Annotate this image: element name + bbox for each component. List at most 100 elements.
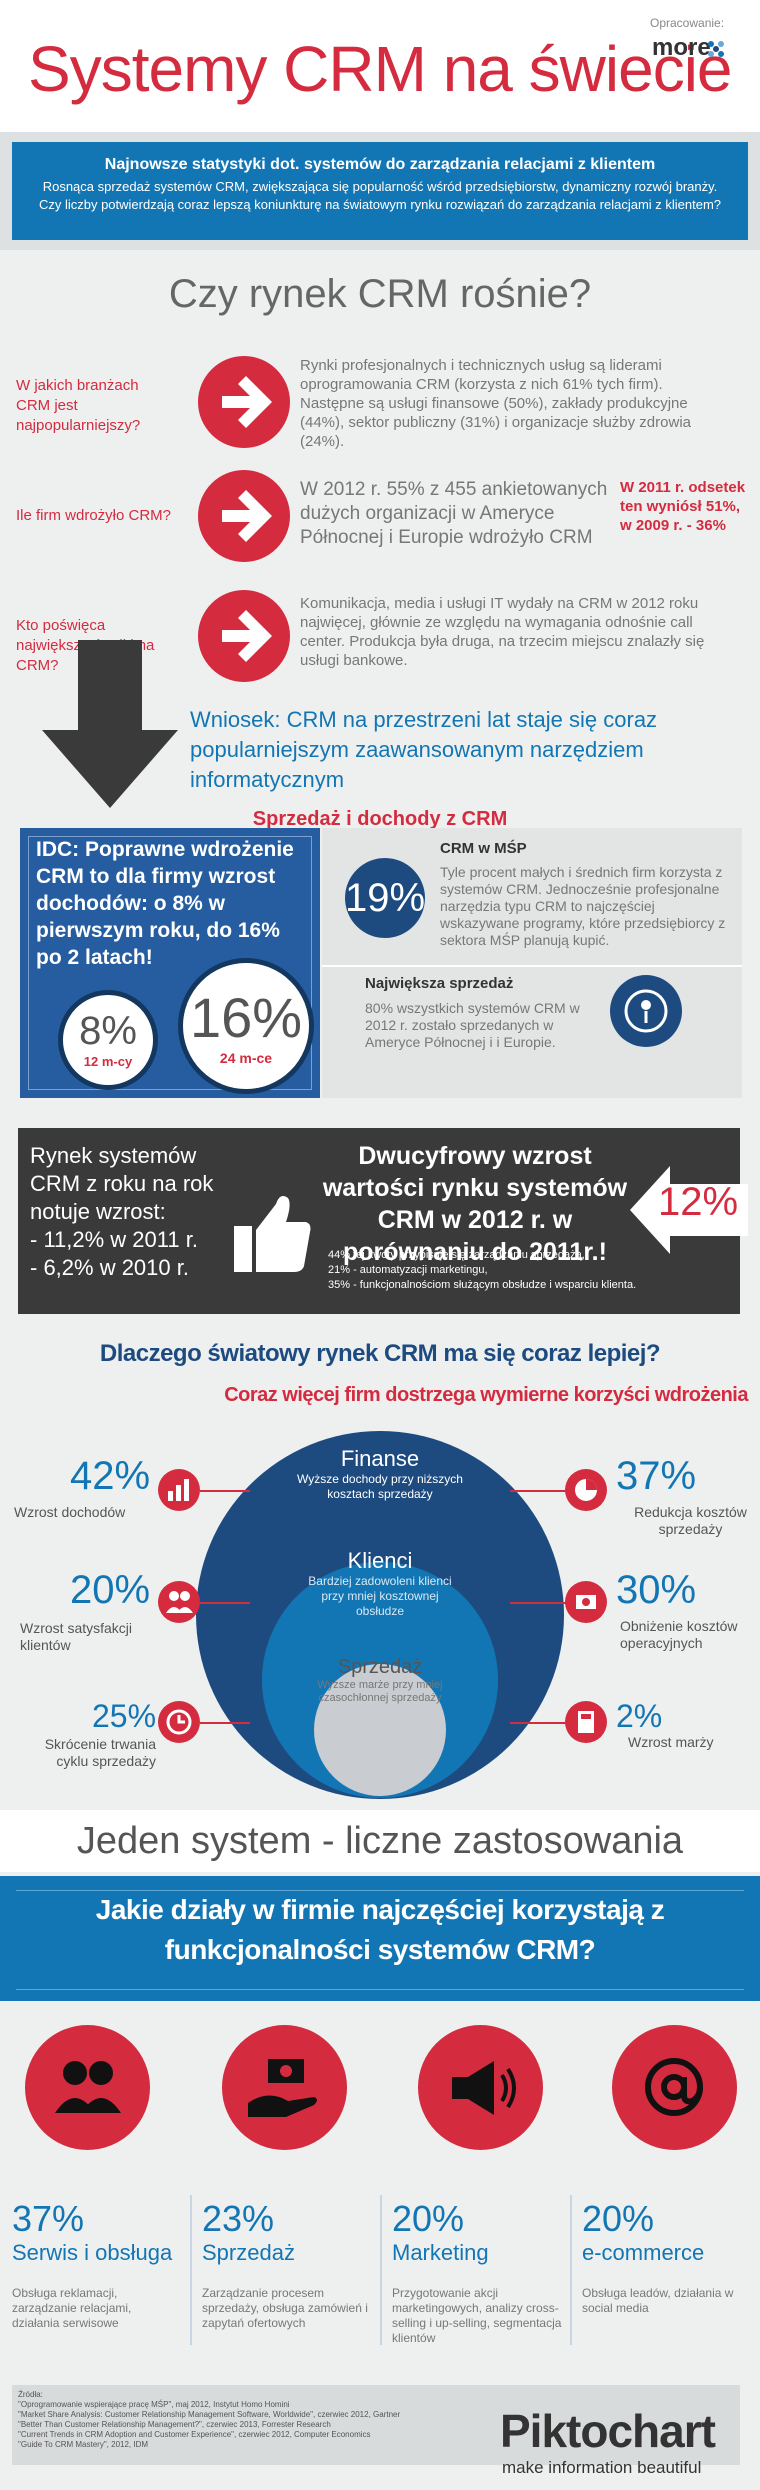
dept-separator: [380, 2195, 382, 2345]
sprzedaz-label: Sprzedaż Wyższe marże przy mniej czasoch…: [310, 1656, 450, 1705]
arrow-right-icon: [222, 490, 272, 542]
more-logo-dots-icon: [708, 41, 724, 57]
pie-chart-icon: [565, 1469, 607, 1511]
benefit-margin-label: Wzrost marży: [628, 1734, 714, 1750]
sales-heading: Sprzedaż i dochody z CRM: [252, 808, 508, 830]
globe-icon-circle: [610, 975, 682, 1047]
dept-sales-name: Sprzedaż: [202, 2240, 295, 2265]
dept-separator: [570, 2195, 572, 2345]
header: [0, 0, 760, 135]
benefit-opcost-label: Obniżenie kosztów operacyjnych: [620, 1618, 738, 1651]
footer-sources: Źródła: "Oprogramowanie wspierające prac…: [18, 2390, 488, 2450]
benefit-revenue-pct: 42%: [70, 1454, 151, 1498]
thumbs-up-icon: [234, 1196, 311, 1272]
people-icon: [55, 2061, 121, 2113]
dept-ecommerce-pct: 20%: [582, 2198, 655, 2239]
dept-separator: [190, 2195, 192, 2345]
arrow-circle-2: [198, 470, 290, 562]
arrow-circle-1: [198, 356, 290, 448]
panel-divider: [322, 965, 742, 967]
question-adoption: Ile firm wdrożyło CRM?: [16, 507, 172, 524]
market-intro: Rynek systemów CRM z roku na rok notuje …: [30, 1143, 214, 1224]
idc-frame: [28, 836, 312, 1090]
megaphone-icon: [452, 2061, 516, 2115]
market-2011: - 11,2% w 2011 r.: [30, 1227, 198, 1252]
source-line: "Guide To CRM Mastery", 2012, IDM: [18, 2440, 149, 2449]
biggest-sales-title: Największa sprzedaż: [365, 975, 514, 992]
arrow-right-icon: [222, 610, 272, 662]
adoption-note: W 2011 r. odsetek ten wyniósł 51%, w 200…: [620, 479, 746, 534]
biggest-sales-text: 80% wszystkich systemów CRM w 2012 r. zo…: [365, 1000, 580, 1050]
dept-circle-ecommerce: [612, 2025, 737, 2150]
market-breakdown-2: 21% - automatyzacji marketingu,: [328, 1264, 488, 1276]
connector-line: [200, 1602, 250, 1604]
benefit-cycle-pct: 25%: [92, 1698, 157, 1734]
at-sign-icon: [645, 2058, 703, 2116]
msp-percent: 19%: [345, 858, 425, 938]
finanse-text: Wyższe dochody przy niższych kosztach sp…: [297, 1472, 463, 1501]
answer-spending: Komunikacja, media i usługi IT wydały na…: [300, 595, 705, 669]
dept-ecommerce: 20% e-commerce Obsługa leadów, działania…: [582, 2198, 752, 2316]
benefit-satisfaction-label: Wzrost satysfakcji klientów: [20, 1620, 133, 1653]
circle-16-value: 16%: [189, 986, 303, 1049]
down-arrow-icon: [42, 640, 178, 808]
dept-circle-sales: [222, 2025, 347, 2150]
connector-line: [510, 1490, 570, 1492]
circle-16-label: 24 m-ce: [219, 1050, 273, 1066]
msp-title: CRM w MŚP: [440, 840, 527, 857]
idc-text: IDC: Poprawne wdrożenie CRM to dla firmy…: [36, 838, 294, 969]
dept-ecommerce-name: e-commerce: [582, 2240, 705, 2265]
klienci-text: Bardziej zadowoleni klienci przy mniej k…: [308, 1574, 452, 1618]
footer: [12, 2385, 740, 2465]
connector-line: [200, 1722, 250, 1724]
connector-line: [510, 1722, 570, 1724]
dept-sales-desc: Zarządzanie procesem sprzedaży, obsługa …: [202, 2286, 368, 2330]
benefit-cycle-label: Skrócenie trwania cyklu sprzedaży: [44, 1736, 156, 1769]
circle-8-label: 12 m-cy: [83, 1054, 133, 1069]
revenue-chart-icon: [158, 1469, 200, 1511]
msp-text: Tyle procent małych i średnich firm korz…: [440, 864, 726, 948]
circle-8-percent: 8% 12 m-cy: [58, 990, 158, 1090]
market-breakdown: 44% tej kwoty przypisuje się zarządzaniu…: [328, 1248, 658, 1293]
depts-heading: Jeden system - liczne zastosowania: [76, 1820, 684, 1862]
klienci-label: Klienci Bardziej zadowoleni klienci przy…: [300, 1548, 460, 1619]
dept-marketing-pct: 20%: [392, 2198, 465, 2239]
source-line: "Oprogramowanie wspierające pracę MŚP", …: [18, 2400, 290, 2409]
market-growth-percent: 12%: [658, 1180, 739, 1224]
arrow-right-icon: [222, 376, 272, 428]
banner-line-1: Rosnąca sprzedaż systemów CRM, zwiększaj…: [42, 179, 718, 194]
market-panel: [18, 1128, 740, 1314]
benefit-cost-label: Redukcja kosztów sprzedaży: [634, 1504, 747, 1537]
page-title: Systemy CRM na świecie: [28, 33, 732, 105]
dept-sales: 23% Sprzedaż Zarządzanie procesem sprzed…: [202, 2198, 372, 2331]
banner-title: Najnowsze statystyki dot. systemów do za…: [104, 156, 656, 173]
depts-banner-frame: [16, 1890, 744, 1990]
market-headline: Dwucyfrowy wzrost wartości rynku systemó…: [322, 1142, 628, 1266]
prepared-by-label: Opracowanie:: [650, 16, 725, 30]
circle-8-value: 8%: [79, 1009, 137, 1053]
dept-circle-marketing: [418, 2025, 543, 2150]
source-line: "Better Than Customer Relationship Manag…: [18, 2420, 331, 2429]
answer-adoption: W 2012 r. 55% z 455 ankietowanych dużych…: [300, 479, 608, 548]
calculator-icon: [565, 1701, 607, 1743]
people-icon: [158, 1581, 200, 1623]
source-line: "Market Share Analysis: Customer Relatio…: [18, 2410, 401, 2419]
answer-industries: Rynki profesjonalnych i technicznych usł…: [300, 357, 691, 450]
arrow-left-badge-icon: [630, 1166, 748, 1254]
source-line: Źródła:: [18, 2390, 43, 2399]
benefit-margin-pct: 2%: [616, 1698, 663, 1734]
jeden-strip: [0, 1810, 760, 1872]
finanse-title: Finanse: [340, 1446, 420, 1471]
dept-ecommerce-desc: Obsługa leadów, działania w social media: [582, 2286, 734, 2315]
source-line: "Current Trends in CRM Adoption and Cust…: [18, 2430, 371, 2439]
why-subtitle: Coraz więcej firm dostrzega wymierne kor…: [224, 1384, 748, 1406]
piktochart-logo[interactable]: Piktochart: [500, 2405, 716, 2457]
dept-service-desc: Obsługa reklamacji, zarządzanie relacjam…: [12, 2286, 132, 2330]
depts-banner: Jakie działy w firmie najczęściej korzys…: [0, 1876, 760, 2001]
connector-line: [200, 1490, 250, 1492]
banner-line-2: Czy liczby potwierdzają coraz lepszą kon…: [38, 197, 722, 212]
dept-marketing-desc: Przygotowanie akcji marketingowych, anal…: [392, 2286, 562, 2345]
sprzedaz-text: Wyższe marże przy mniej czasochłonnej sp…: [317, 1679, 443, 1704]
dept-service-name: Serwis i obsługa: [12, 2240, 173, 2265]
benefits-nested-circles: [196, 1431, 564, 1799]
